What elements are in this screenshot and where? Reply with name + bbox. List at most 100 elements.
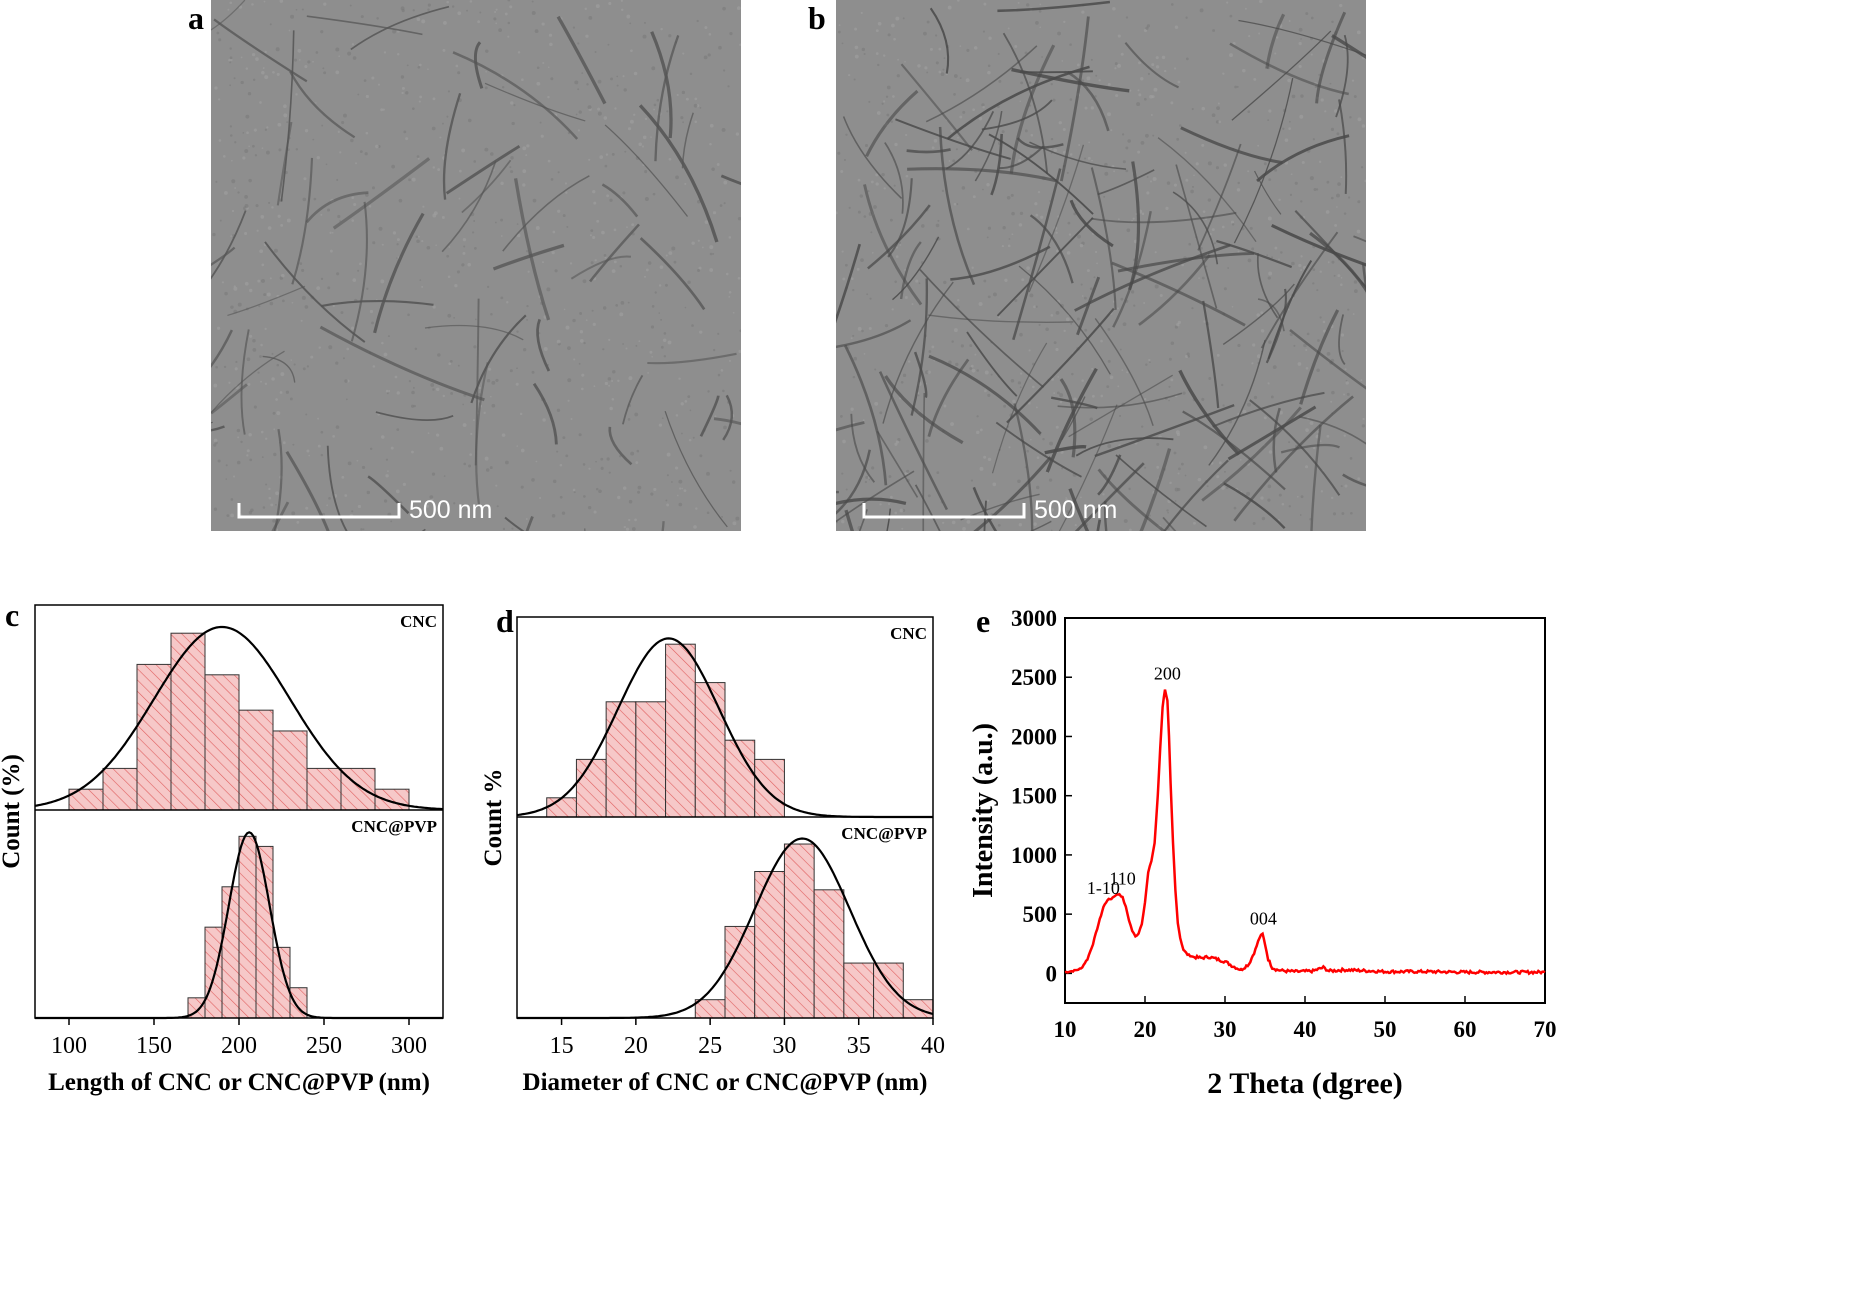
fiber [927, 358, 970, 437]
fiber [604, 124, 689, 217]
bar [136, 663, 172, 811]
x-tick-label: 40 [921, 1033, 945, 1059]
fiber [1117, 251, 1254, 273]
fiber [887, 178, 913, 258]
fiber [884, 142, 904, 214]
fiber [484, 82, 586, 122]
fiber [280, 30, 295, 202]
fiber [1058, 404, 1118, 531]
fiber [608, 426, 633, 466]
scale-bar-a [237, 503, 401, 519]
fiber [285, 450, 330, 531]
x-tick-label: 10 [1054, 1017, 1077, 1042]
fiber [1097, 468, 1167, 531]
fiber [1216, 239, 1293, 269]
fiber [350, 5, 450, 51]
y-tick-label: 1000 [1011, 843, 1057, 868]
bar [754, 758, 785, 818]
fiber [1229, 42, 1350, 96]
fiber [699, 395, 720, 437]
y-axis-label: Count (%) [0, 754, 25, 869]
fiber [350, 201, 368, 342]
panel-label-a: a [188, 0, 204, 36]
fiber [1066, 71, 1110, 132]
fiber [211, 246, 236, 267]
fiber [991, 342, 1048, 474]
fiber [306, 15, 423, 36]
x-axis-label: Length of CNC or CNC@PVP (nm) [48, 1069, 430, 1096]
fiber [211, 210, 247, 280]
histogram-c: CNC CNC@PVP 100 150 200 250 300 Length of CNC o… [0, 604, 444, 1096]
fiber [1076, 276, 1101, 336]
fiber [1074, 243, 1231, 312]
fiber [1157, 137, 1257, 243]
fiber [913, 351, 928, 398]
fiber [1068, 488, 1090, 531]
fiber [1175, 164, 1218, 309]
x-tick-label: 300 [391, 1033, 427, 1059]
bar [754, 870, 785, 1019]
tem-fibers-a [211, 0, 741, 531]
fiber [882, 281, 954, 424]
scale-bar-label-a: 500 nm [409, 496, 493, 524]
y-tick-label: 2500 [1011, 665, 1057, 690]
fit-curve [34, 625, 444, 811]
fiber [211, 350, 285, 414]
x-tick-label: 100 [51, 1033, 87, 1059]
fiber [654, 35, 680, 162]
fiber [1138, 254, 1211, 326]
bar [272, 730, 308, 811]
fiber [886, 508, 892, 531]
fiber [1212, 391, 1325, 428]
fiber [1097, 454, 1122, 496]
fiber [1090, 167, 1117, 310]
scale-bar-b [862, 503, 1026, 519]
fiber [461, 159, 512, 214]
fiber [621, 374, 644, 425]
fiber [647, 352, 737, 365]
scale-bar-label-b: 500 nm [1034, 496, 1118, 524]
fiber [661, 521, 665, 531]
bar [575, 758, 607, 818]
fiber [863, 184, 923, 306]
fiber [473, 41, 484, 89]
bar [635, 701, 667, 818]
fiber [1059, 378, 1077, 458]
fiber [227, 285, 306, 317]
series-label: CNC@PVP [841, 824, 927, 843]
fiber [1013, 403, 1034, 531]
fiber [211, 425, 225, 432]
xrd-chart: 10 20 30 40 50 60 70 0 500 1000 1500 2000 2500 3000 1-… [968, 606, 1557, 1100]
fiber [492, 243, 565, 271]
fiber [452, 51, 579, 140]
x-tick-label: 60 [1454, 1017, 1477, 1042]
fiber [876, 430, 919, 498]
fiber [1202, 300, 1220, 409]
tem-image-cnc-pvp: 500 nm [836, 0, 1366, 531]
tem-fibers-b [836, 0, 1366, 531]
fiber [1256, 253, 1279, 319]
fiber [638, 104, 719, 243]
x-tick-label: 20 [1134, 1017, 1157, 1042]
bar [605, 701, 637, 818]
panel-label-d: d [496, 603, 514, 639]
bar [665, 643, 696, 818]
fiber [843, 344, 888, 486]
fiber [1361, 263, 1366, 294]
fiber [1353, 235, 1366, 243]
fiber [639, 237, 706, 311]
fiber [1260, 231, 1339, 349]
fiber [474, 298, 480, 466]
fiber [1074, 462, 1145, 531]
bar [546, 797, 577, 818]
fiber [1012, 168, 1062, 341]
fiber [842, 116, 903, 200]
fiber [858, 509, 868, 531]
fiber [988, 133, 1094, 215]
fiber [1315, 11, 1347, 104]
fiber [938, 126, 976, 286]
bar [102, 767, 138, 811]
fiber [1094, 317, 1154, 426]
fiber [1233, 395, 1354, 522]
